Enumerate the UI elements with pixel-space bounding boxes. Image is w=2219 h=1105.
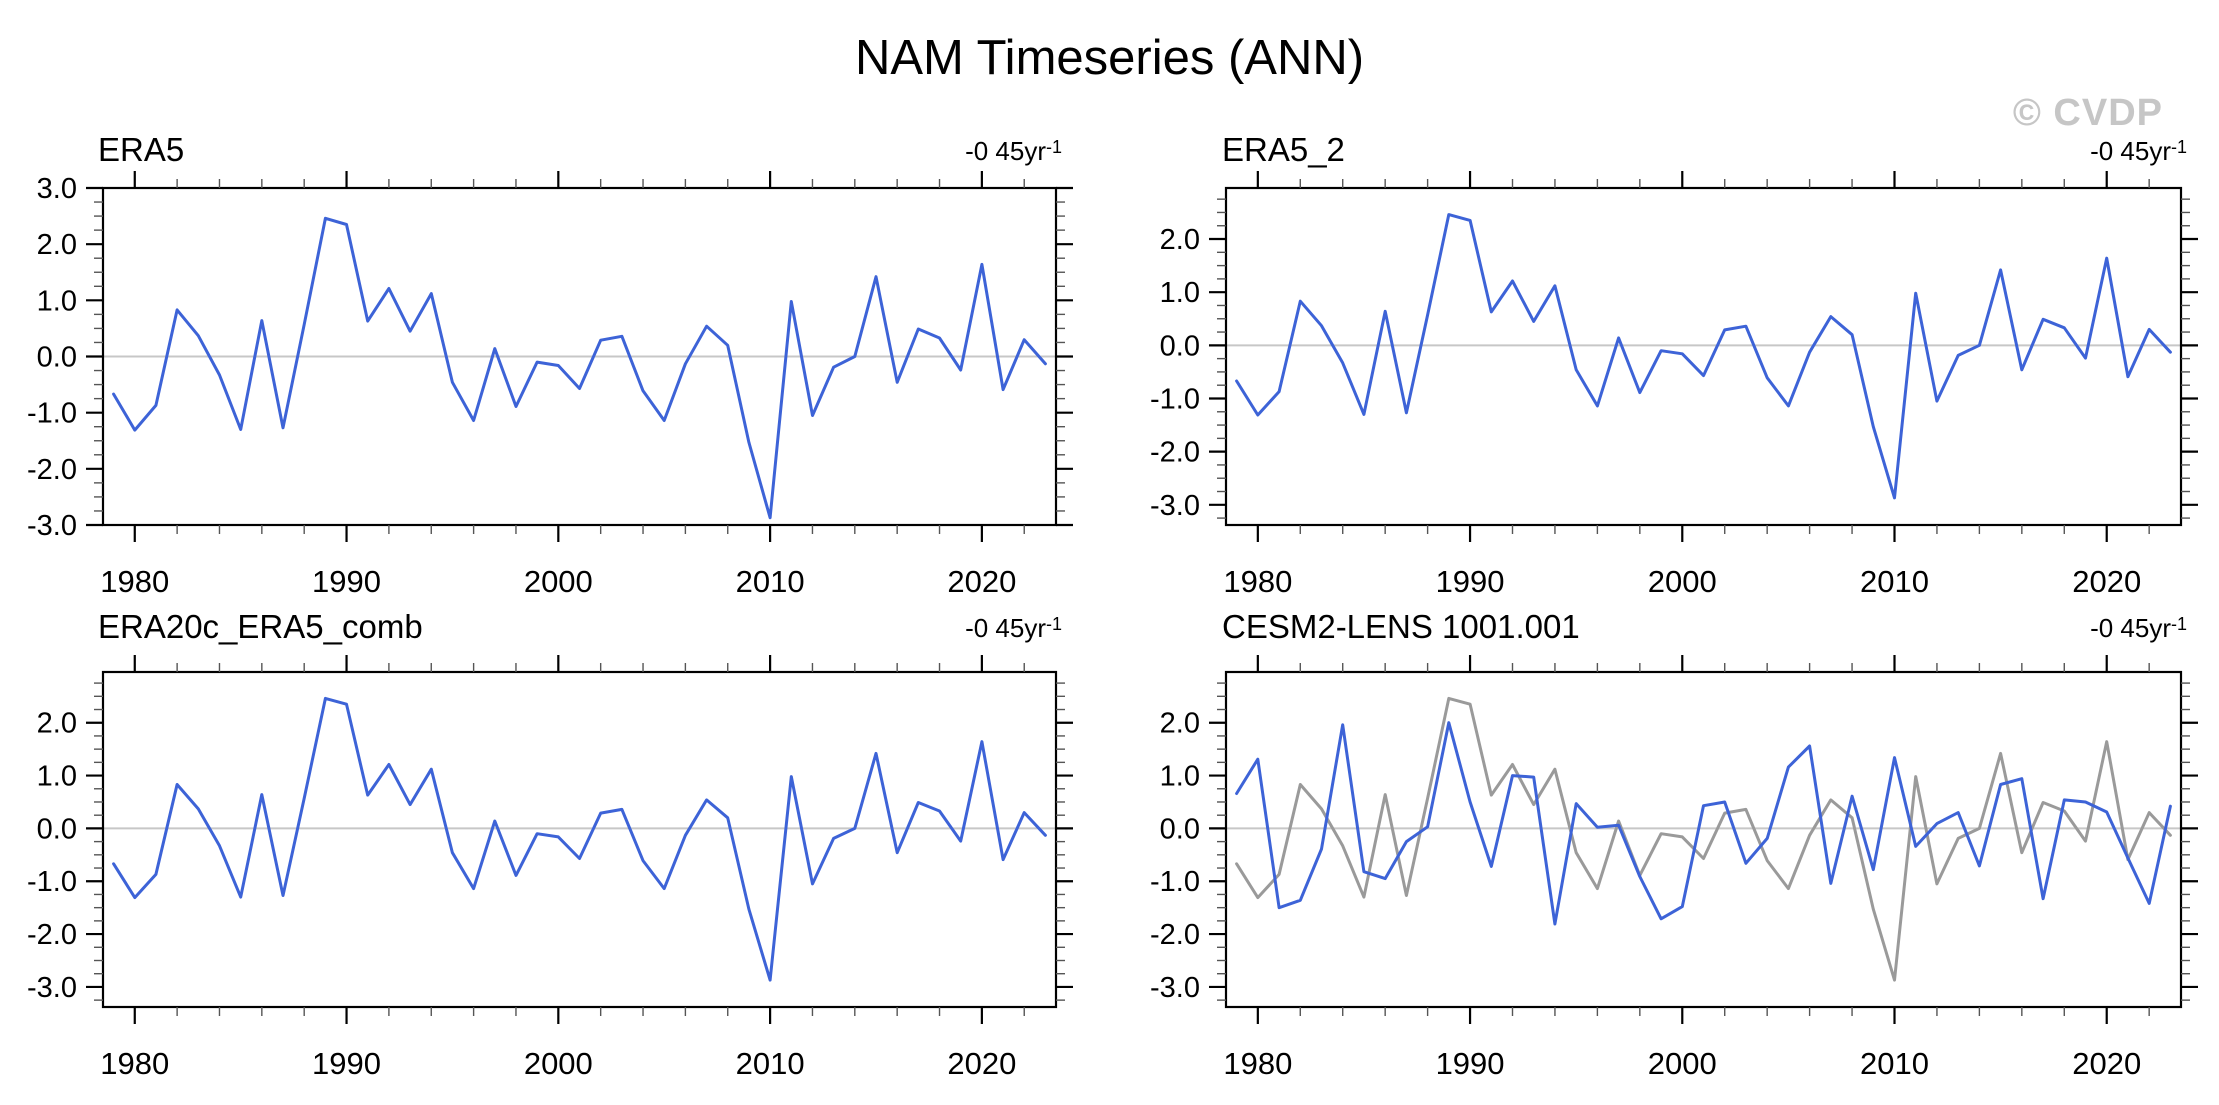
trend-exponent: -1 <box>1045 614 1062 634</box>
y-axis-tick-label: 2.0 <box>37 708 77 740</box>
x-axis-tick-label: 2020 <box>947 564 1016 599</box>
y-axis-tick-label: 1.0 <box>1160 761 1200 793</box>
x-axis-tick-label: 2010 <box>1860 564 1929 599</box>
x-axis-tick-label: 2010 <box>1860 1046 1929 1081</box>
y-axis-tick-label: 0.0 <box>37 342 77 374</box>
timeseries-line-era5 <box>112 216 1047 520</box>
trend-value: -0 45yr <box>965 613 1046 643</box>
y-axis-tick-label: 0.0 <box>1160 330 1200 362</box>
x-axis-tick-label: 2010 <box>736 564 805 599</box>
timeseries-line-cesm2_lens <box>1235 721 2172 926</box>
x-axis-tick-label: 1980 <box>100 1046 169 1081</box>
panel-title-cesm2-lens: CESM2-LENS 1001.001 <box>1222 608 1580 645</box>
x-axis-tick-label: 1990 <box>1436 564 1505 599</box>
trend-exponent: -1 <box>2170 137 2187 157</box>
panel-title-era5: ERA5 <box>98 131 185 168</box>
panel-title-era5-2: ERA5_2 <box>1222 131 1345 168</box>
y-axis-tick-label: -2.0 <box>1150 919 1200 951</box>
y-axis-tick-label: -1.0 <box>27 866 77 898</box>
x-axis-tick-label: 2020 <box>2072 1046 2141 1081</box>
y-axis-tick-label: 3.0 <box>37 173 77 205</box>
y-axis-tick-label: -1.0 <box>1150 866 1200 898</box>
trend-value: -0 45yr <box>965 136 1046 166</box>
trend-exponent: -1 <box>2170 614 2187 634</box>
y-axis-tick-label: -3.0 <box>27 510 77 542</box>
y-axis-tick-label: 2.0 <box>1160 708 1200 740</box>
panel-trend-cesm2-lens: -0 45yr-1 <box>2090 613 2187 644</box>
y-axis-tick-label: 2.0 <box>37 229 77 261</box>
x-axis-tick-label: 1990 <box>312 1046 381 1081</box>
y-axis-tick-label: -2.0 <box>1150 437 1200 469</box>
trend-value: -0 45yr <box>2090 613 2171 643</box>
x-axis-tick-label: 2020 <box>2072 564 2141 599</box>
y-axis-tick-label: -2.0 <box>27 454 77 486</box>
page-title: NAM Timeseries (ANN) <box>854 31 1365 85</box>
panel-trend-era20c-era5-comb: -0 45yr-1 <box>965 613 1062 644</box>
panel-trend-era5-2: -0 45yr-1 <box>2090 136 2187 167</box>
x-axis-tick-label: 2000 <box>1648 564 1717 599</box>
y-axis-tick-label: 1.0 <box>37 285 77 317</box>
timeseries-line-era5 <box>1235 213 2172 500</box>
y-axis-tick-label: 0.0 <box>37 813 77 845</box>
x-axis-tick-label: 1980 <box>1223 564 1292 599</box>
y-axis-tick-label: -2.0 <box>27 919 77 951</box>
trend-value: -0 45yr <box>2090 136 2171 166</box>
y-axis-tick-label: 1.0 <box>37 761 77 793</box>
cvdp-watermark: © CVDP <box>2012 92 2163 134</box>
x-axis-tick-label: 1990 <box>312 564 381 599</box>
x-axis-tick-label: 2000 <box>524 564 593 599</box>
timeseries-line-era5 <box>112 696 1047 982</box>
x-axis-tick-label: 2000 <box>524 1046 593 1081</box>
x-axis-tick-label: 2000 <box>1648 1046 1717 1081</box>
x-axis-tick-label: 2020 <box>947 1046 1016 1081</box>
y-axis-tick-label: -3.0 <box>1150 972 1200 1004</box>
x-axis-tick-label: 1990 <box>1436 1046 1505 1081</box>
y-axis-tick-label: 0.0 <box>1160 813 1200 845</box>
x-axis-tick-label: 2010 <box>736 1046 805 1081</box>
trend-exponent: -1 <box>1045 137 1062 157</box>
x-axis-tick-label: 1980 <box>1223 1046 1292 1081</box>
timeseries-line-era5 <box>1235 696 2172 982</box>
y-axis-tick-label: -3.0 <box>27 972 77 1004</box>
plot-frame <box>101 670 1058 1009</box>
y-axis-tick-label: 2.0 <box>1160 224 1200 256</box>
y-axis-tick-label: 1.0 <box>1160 277 1200 309</box>
panel-trend-era5: -0 45yr-1 <box>965 136 1062 167</box>
y-axis-tick-label: -3.0 <box>1150 490 1200 522</box>
y-axis-tick-label: -1.0 <box>1150 383 1200 415</box>
x-axis-tick-label: 1980 <box>100 564 169 599</box>
plot-frame <box>1224 186 2183 527</box>
plot-frame <box>1224 670 2183 1009</box>
panel-title-era20c-era5-comb: ERA20c_ERA5_comb <box>98 608 423 645</box>
y-axis-tick-label: -1.0 <box>27 398 77 430</box>
